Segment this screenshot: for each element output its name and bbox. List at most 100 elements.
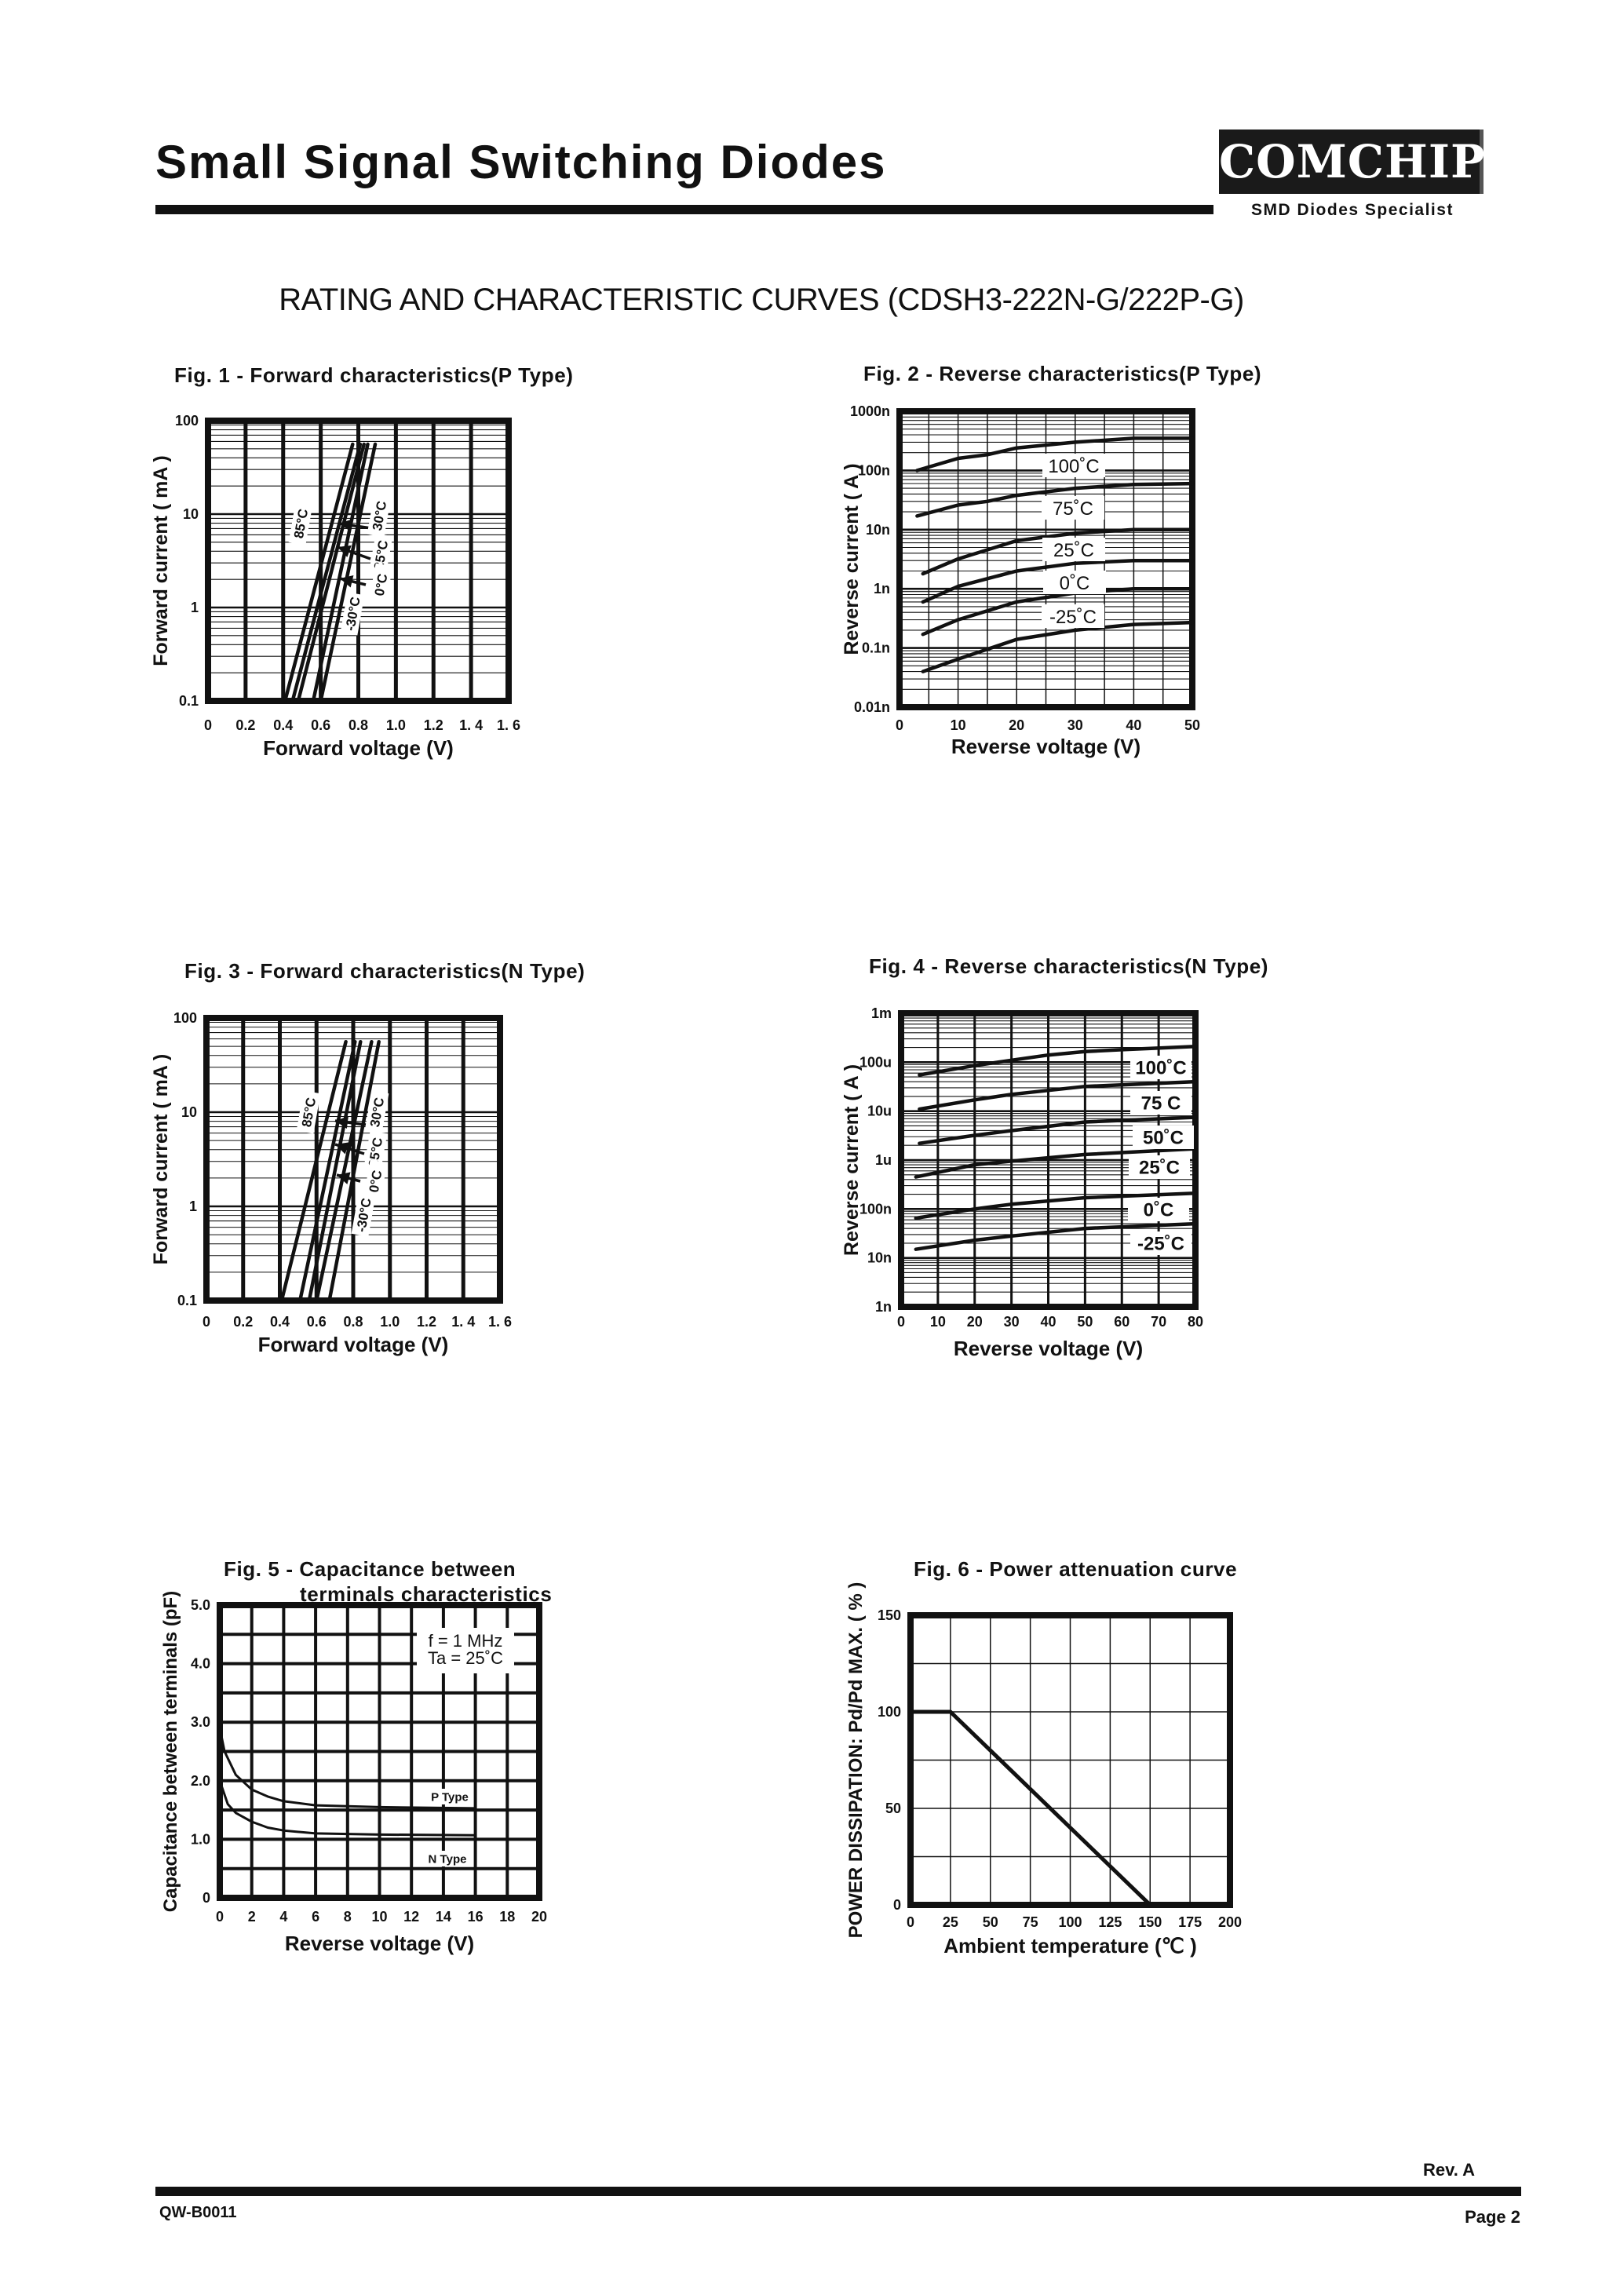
x-tick-label: 30 bbox=[1004, 1314, 1020, 1330]
y-tick-label: 0.1n bbox=[862, 640, 890, 656]
y-tick-label: 1000n bbox=[850, 403, 890, 419]
series-line-4 bbox=[921, 558, 1195, 604]
x-tick-label: 0.6 bbox=[307, 1314, 327, 1330]
y-tick-label: 10n bbox=[867, 1250, 892, 1266]
y-tick-label: 150 bbox=[878, 1607, 901, 1623]
x-tick-label: 20 bbox=[967, 1314, 983, 1330]
x-tick-label: 30 bbox=[1067, 717, 1083, 733]
y-tick-label: 0.1 bbox=[179, 693, 199, 709]
x-tick-label: 150 bbox=[1138, 1914, 1162, 1930]
chart-fig-3: Fig. 3 - Forward characteristics(N Type)… bbox=[150, 959, 585, 1356]
y-tick-label: 50 bbox=[885, 1801, 901, 1816]
x-tick-label: 10 bbox=[930, 1314, 946, 1330]
x-tick-label: 0.2 bbox=[235, 717, 255, 733]
logo-tagline: SMD Diodes Specialist bbox=[1251, 201, 1454, 219]
series-line-1 bbox=[279, 1039, 348, 1303]
series-label: 0°C bbox=[363, 1159, 388, 1203]
series-line-4 bbox=[311, 442, 370, 703]
y-tick-label: 10 bbox=[181, 1104, 197, 1120]
series-line-6 bbox=[921, 620, 1195, 673]
chart-fig-1: Fig. 1 - Forward characteristics(P Type)… bbox=[150, 363, 573, 760]
label-background bbox=[288, 502, 313, 545]
x-tick-label: 200 bbox=[1218, 1914, 1242, 1930]
y-axis-label: Forward current ( mA ) bbox=[150, 455, 172, 666]
label-background bbox=[368, 563, 393, 607]
comchip-logo: COMCHIP bbox=[1219, 130, 1486, 194]
series-label: 85°C bbox=[288, 502, 313, 545]
y-tick-label: 100n bbox=[858, 462, 890, 478]
y-tick-label: 10 bbox=[183, 506, 199, 522]
x-tick-label: 125 bbox=[1098, 1914, 1122, 1930]
test-condition-label: f = 1 MHz bbox=[429, 1631, 503, 1651]
label-background bbox=[1042, 604, 1104, 628]
series-label: 30°C bbox=[367, 494, 392, 538]
series-label-text: 0˚C bbox=[1144, 1200, 1174, 1221]
label-background bbox=[417, 1628, 514, 1673]
series-line-5 bbox=[921, 586, 1195, 637]
x-tick-label: 0.8 bbox=[349, 717, 368, 733]
series-label: 85°C bbox=[296, 1090, 321, 1134]
series-line-5 bbox=[327, 1039, 381, 1303]
series-label-text: 0°C bbox=[372, 572, 391, 597]
plot-frame bbox=[205, 418, 512, 704]
y-axis-label: Forward current ( mA ) bbox=[150, 1054, 172, 1265]
x-tick-label: 0 bbox=[907, 1914, 914, 1930]
series-label: 0˚C bbox=[1128, 1198, 1189, 1221]
label-background bbox=[367, 494, 392, 538]
x-tick-label: 20 bbox=[1009, 717, 1024, 733]
series-line-4 bbox=[315, 1039, 374, 1303]
temperature-label: 25˚C bbox=[1053, 540, 1094, 561]
x-tick-label: 16 bbox=[468, 1909, 484, 1925]
footer-rule-divider bbox=[155, 2187, 1521, 2196]
series-line-6 bbox=[914, 1221, 1198, 1251]
arrow-head-icon bbox=[337, 1172, 351, 1184]
series-line-3 bbox=[921, 527, 1195, 576]
y-tick-label: 100 bbox=[175, 413, 199, 429]
x-tick-label: 0 bbox=[203, 1314, 210, 1330]
series-label: P Type bbox=[426, 1789, 473, 1804]
x-tick-label: 80 bbox=[1188, 1314, 1203, 1330]
x-tick-label: 0.6 bbox=[311, 717, 330, 733]
series-label-text: 100˚C bbox=[1135, 1058, 1186, 1079]
x-tick-label: 6 bbox=[312, 1909, 319, 1925]
section-subtitle: RATING AND CHARACTERISTIC CURVES (CDSH3-… bbox=[279, 283, 1244, 317]
x-axis-label: Reverse voltage (V) bbox=[285, 1932, 474, 1955]
x-tick-label: 1.0 bbox=[380, 1314, 400, 1330]
x-tick-label: 1. 4 bbox=[451, 1314, 475, 1330]
series-label-text: N Type bbox=[429, 1852, 467, 1866]
series-label: -25˚C bbox=[1130, 1231, 1192, 1255]
y-tick-label: 1n bbox=[874, 581, 890, 597]
series-line-5 bbox=[319, 442, 378, 703]
label-background bbox=[426, 1789, 473, 1804]
series-label: 25˚C bbox=[1129, 1155, 1190, 1179]
grid bbox=[911, 1615, 1230, 1905]
temperature-label: 75˚C bbox=[1053, 498, 1093, 520]
series-line-1 bbox=[283, 442, 355, 703]
series-line-3 bbox=[296, 442, 366, 703]
series-label-text: 0°C bbox=[367, 1169, 385, 1193]
logo-text: COMCHIP bbox=[1219, 135, 1486, 188]
series-line-1 bbox=[918, 1044, 1198, 1077]
page-number: Page 2 bbox=[1465, 2207, 1520, 2227]
x-axis-label: Forward voltage (V) bbox=[263, 736, 454, 760]
x-tick-label: 12 bbox=[403, 1909, 419, 1925]
label-background bbox=[1133, 1126, 1194, 1149]
label-background bbox=[296, 1090, 321, 1134]
x-tick-label: 40 bbox=[1040, 1314, 1056, 1330]
x-tick-label: 0 bbox=[216, 1909, 224, 1925]
label-background bbox=[1130, 1056, 1192, 1079]
plot-frame bbox=[898, 1010, 1199, 1310]
arrow-head-icon bbox=[338, 545, 352, 557]
x-tick-label: 1.0 bbox=[386, 717, 406, 733]
y-tick-label: 1 bbox=[189, 1199, 197, 1214]
chart-title: Fig. 2 - Reverse characteristics(P Type) bbox=[863, 362, 1261, 385]
series-label: N Type bbox=[424, 1851, 471, 1866]
x-axis-label: Forward voltage (V) bbox=[258, 1333, 449, 1356]
y-tick-label: 100n bbox=[859, 1201, 892, 1217]
y-tick-label: 1n bbox=[875, 1299, 892, 1315]
x-tick-label: 1. 6 bbox=[488, 1314, 512, 1330]
y-axis-label: POWER DISSIPATION: Pd/Pd MAX. ( % ) bbox=[845, 1582, 867, 1939]
temperature-label: -25˚C bbox=[1049, 607, 1097, 628]
